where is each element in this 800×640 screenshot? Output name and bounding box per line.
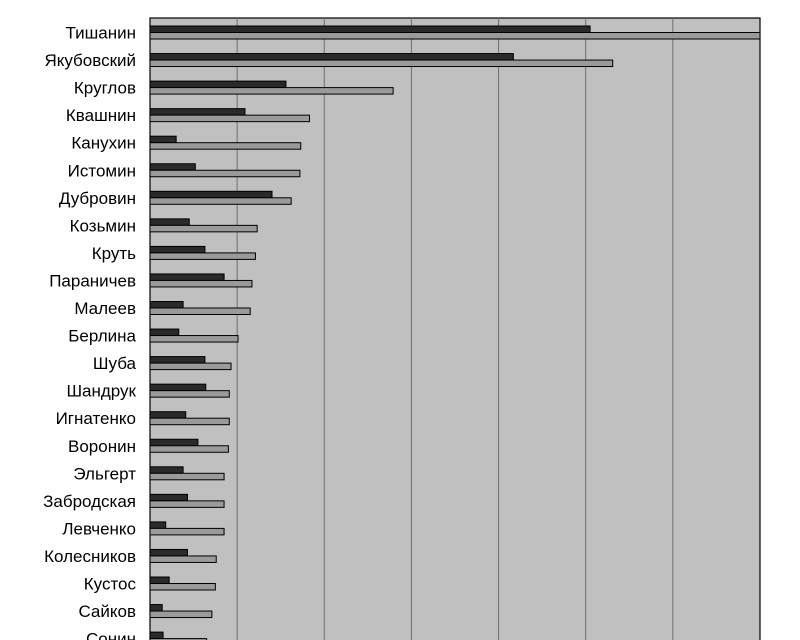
bar-series-1: [149, 631, 164, 640]
bar-series-1: [149, 190, 273, 199]
bar-series-1: [149, 301, 184, 309]
category-labels: Тишанин Якубовский Круглов Квашнин Канухин Ис…: [43, 24, 136, 640]
bar-series-1: [149, 493, 188, 502]
category-label: Игнатенко: [56, 409, 136, 428]
category-label: Воронин: [68, 437, 136, 456]
category-label: Берлина: [68, 327, 136, 346]
bar-series-2: [149, 638, 208, 640]
category-label: Колесников: [44, 547, 136, 566]
bars: [149, 25, 761, 640]
bar-series-2: [149, 224, 258, 233]
category-label: Круглов: [74, 79, 136, 98]
bar-series-1: [149, 411, 187, 419]
bar-series-2: [149, 279, 253, 288]
bar-series-2: [149, 335, 239, 343]
bar-series-2: [149, 142, 302, 150]
bar-series-2: [149, 417, 230, 426]
bar-series-1: [149, 245, 206, 254]
bar-series-1: [149, 383, 207, 392]
bar-series-2: [149, 583, 216, 591]
category-label: Дубровин: [59, 189, 136, 208]
bar-series-2: [149, 197, 292, 205]
category-label: Козьмин: [70, 216, 136, 235]
category-label: Сонин: [86, 630, 136, 640]
bar-series-2: [149, 445, 229, 453]
category-label: Тишанин: [66, 24, 137, 43]
bar-series-2: [149, 87, 394, 95]
bar-series-2: [149, 527, 225, 536]
category-label: Канухин: [71, 134, 136, 153]
bar-series-1: [149, 80, 287, 89]
bar-series-1: [149, 135, 177, 144]
bar-series-1: [149, 576, 170, 584]
bar-series-1: [149, 163, 196, 171]
bar-series-1: [149, 604, 163, 612]
bar-series-2: [149, 252, 256, 260]
bar-series-2: [149, 307, 251, 315]
bar-series-1: [149, 108, 246, 116]
bar-series-2: [149, 610, 213, 619]
bar-series-1: [149, 53, 514, 61]
category-label: Истомин: [68, 161, 136, 180]
bar-series-1: [149, 25, 591, 33]
bar-series-1: [149, 273, 225, 281]
category-label: Квашнин: [66, 106, 136, 125]
bar-series-1: [149, 466, 184, 474]
category-label: Параничев: [49, 271, 136, 290]
category-label: Шандрук: [66, 382, 136, 401]
bar-series-1: [149, 356, 206, 364]
bar-series-1: [149, 548, 188, 557]
category-label: Левченко: [62, 519, 136, 538]
bar-series-2: [149, 114, 310, 123]
bar-series-2: [149, 555, 217, 563]
category-label: Сайков: [78, 602, 136, 621]
bar-series-2: [149, 59, 614, 68]
category-label: Эльгерт: [73, 464, 136, 483]
bar-series-1: [149, 328, 180, 337]
category-label: Якубовский: [44, 51, 136, 70]
category-label: Малеев: [74, 299, 136, 318]
category-label: Круть: [92, 244, 136, 263]
bar-series-2: [149, 32, 761, 40]
bar-series-2: [149, 500, 225, 508]
category-label: Забродская: [43, 492, 136, 511]
bar-series-2: [149, 390, 230, 398]
bar-series-2: [149, 362, 232, 371]
bar-series-2: [149, 169, 301, 178]
bar-series-1: [149, 438, 199, 447]
category-label: Кустос: [84, 575, 137, 594]
bar-series-2: [149, 472, 225, 481]
bar-series-1: [149, 521, 167, 529]
category-label: Шуба: [93, 354, 137, 373]
bar-series-1: [149, 218, 190, 226]
